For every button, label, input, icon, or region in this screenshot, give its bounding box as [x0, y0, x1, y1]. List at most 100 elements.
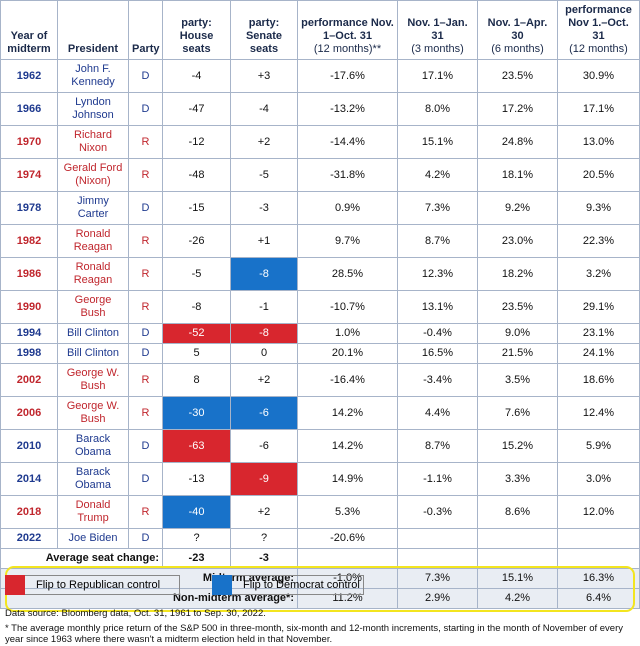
cell: 18.2% — [477, 257, 558, 291]
table-row: 1994 Bill Clinton D -52 -8 1.0% -0.4% 9.0% 23.1% — [0, 323, 640, 344]
table-row: 2006 George W. Bush R -30 -6 14.2% 4.4% 7.6% 12.… — [0, 396, 640, 430]
cell: 7.3% — [397, 191, 478, 225]
cell — [477, 528, 558, 549]
summary-value: 7.3% — [397, 568, 478, 589]
cell: 29.1% — [557, 290, 640, 324]
party: D — [128, 343, 163, 364]
footnotes: Data source: Bloomberg data, Oct. 31, 19… — [5, 608, 635, 646]
cell: +3 — [230, 59, 298, 93]
legend-item: Flip to Republican control — [5, 575, 180, 595]
header-text: performance Nov 1.–Oct. 31 — [565, 4, 632, 42]
cell: -6 — [230, 429, 298, 463]
cell: 20.1% — [297, 343, 398, 364]
cell: +1 — [230, 224, 298, 258]
cell: -40 — [162, 495, 231, 529]
legend-label: Flip to Democrat control — [243, 579, 360, 591]
header-row: Year of midterm President Party party: Hous… — [0, 0, 640, 60]
summary-value: 15.1% — [477, 568, 558, 589]
legend: Flip to Republican control Flip to Democr… — [5, 575, 635, 595]
year: 2002 — [0, 363, 58, 397]
cell: 5.9% — [557, 429, 640, 463]
cell: 9.7% — [297, 224, 398, 258]
party: D — [128, 528, 163, 549]
year: 1990 — [0, 290, 58, 324]
cell: -14.4% — [297, 125, 398, 159]
president: Joe Biden — [57, 528, 129, 549]
president: George W. Bush — [57, 396, 129, 430]
cell: 23.0% — [477, 224, 558, 258]
cell: -16.4% — [297, 363, 398, 397]
column-header: Nov. 1–Apr. 30 (6 months) — [477, 0, 558, 60]
cell: 23.5% — [477, 290, 558, 324]
year: 1986 — [0, 257, 58, 291]
footnote: Data source: Bloomberg data, Oct. 31, 19… — [5, 608, 266, 619]
cell: 12.4% — [557, 396, 640, 430]
cell: ? — [230, 528, 298, 549]
cell — [557, 528, 640, 549]
table-row: 1990 George Bush R -8 -1 -10.7% 13.1% 23.5% 29.1… — [0, 290, 640, 324]
party: R — [128, 125, 163, 159]
legend-item: Flip to Democrat control — [212, 575, 364, 595]
year: 2018 — [0, 495, 58, 529]
president: Bill Clinton — [57, 343, 129, 364]
table-row: 2002 George W. Bush R 8 +2 -16.4% -3.4% 3.5% 18.… — [0, 363, 640, 397]
party: R — [128, 224, 163, 258]
legend-swatch — [212, 575, 232, 595]
cell: 15.2% — [477, 429, 558, 463]
table-row: 2018 Donald Trump R -40 +2 5.3% -0.3% 8.6% 12.0% — [0, 495, 640, 529]
column-header: President — [57, 0, 129, 60]
president: Bill Clinton — [57, 323, 129, 344]
party: R — [128, 257, 163, 291]
table-row: 1966 Lyndon Johnson D -47 -4 -13.2% 8.0% 17.2% 1… — [0, 92, 640, 126]
cell — [397, 528, 478, 549]
president: Barack Obama — [57, 462, 129, 496]
cell: -15 — [162, 191, 231, 225]
cell: 0 — [230, 343, 298, 364]
cell: -5 — [230, 158, 298, 192]
president: George Bush — [57, 290, 129, 324]
cell: 28.5% — [297, 257, 398, 291]
cell: 18.6% — [557, 363, 640, 397]
cell: -10.7% — [297, 290, 398, 324]
cell: 12.0% — [557, 495, 640, 529]
year: 2022 — [0, 528, 58, 549]
header-note: (6 months) — [491, 43, 544, 55]
footnote: * The average monthly price return of th… — [5, 623, 623, 645]
cell: -3.4% — [397, 363, 478, 397]
midterm-table: Year of midterm President Party party: Hous… — [0, 0, 640, 609]
cell: 8.7% — [397, 224, 478, 258]
cell: -30 — [162, 396, 231, 430]
cell: -20.6% — [297, 528, 398, 549]
header-note: (12 months)** — [313, 43, 382, 55]
table-row: 1962 John F. Kennedy D -4 +3 -17.6% 17.1% 23.5%… — [0, 59, 640, 93]
party: R — [128, 363, 163, 397]
cell: 23.1% — [557, 323, 640, 344]
cell: -48 — [162, 158, 231, 192]
cell: -5 — [162, 257, 231, 291]
column-header: Nov. 1–Jan. 31 (3 months) — [397, 0, 478, 60]
president: Donald Trump — [57, 495, 129, 529]
cell: 20.5% — [557, 158, 640, 192]
cell: 14.2% — [297, 396, 398, 430]
cell: -8 — [230, 257, 298, 291]
header-text: Nov. 1–Jan. 31 — [407, 17, 468, 42]
table-row: 2014 Barack Obama D -13 -9 14.9% -1.1% 3.3% 3.0% — [0, 462, 640, 496]
header-note: (3 months) — [411, 43, 464, 55]
table-row: 1982 Ronald Reagan R -26 +1 9.7% 8.7% 23.0% 22.3… — [0, 224, 640, 258]
cell: 13.0% — [557, 125, 640, 159]
legend-label: Flip to Republican control — [36, 579, 161, 591]
year: 1998 — [0, 343, 58, 364]
header-text: performance Nov. 1–Oct. 31 — [301, 17, 394, 42]
cell: 3.3% — [477, 462, 558, 496]
cell: 8.6% — [477, 495, 558, 529]
cell: 4.4% — [397, 396, 478, 430]
cell: -31.8% — [297, 158, 398, 192]
party: R — [128, 158, 163, 192]
table-body: 1962 John F. Kennedy D -4 +3 -17.6% 17.1% 23.5%… — [0, 59, 640, 609]
cell: -4 — [162, 59, 231, 93]
summary-value: 6.4% — [557, 588, 640, 609]
party: D — [128, 92, 163, 126]
party: R — [128, 396, 163, 430]
cell: 14.9% — [297, 462, 398, 496]
column-header: performance Nov 1.–Oct. 31 (12 months) — [557, 0, 640, 60]
